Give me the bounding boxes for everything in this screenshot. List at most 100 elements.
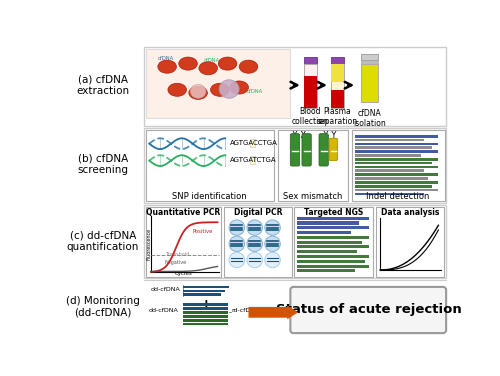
Ellipse shape — [179, 57, 198, 70]
Bar — [146, 130, 274, 201]
Bar — [224, 207, 292, 277]
Bar — [376, 207, 444, 277]
Circle shape — [229, 220, 244, 235]
Bar — [182, 286, 229, 288]
FancyBboxPatch shape — [302, 134, 312, 166]
FancyBboxPatch shape — [319, 134, 328, 166]
Bar — [182, 323, 228, 325]
Text: Plasma
separation: Plasma separation — [317, 107, 358, 126]
Text: SNP identification: SNP identification — [172, 191, 247, 200]
Text: Targeted NGS: Targeted NGS — [304, 208, 364, 217]
Text: cfDNA: cfDNA — [204, 58, 220, 63]
Bar — [354, 139, 424, 141]
Bar — [182, 303, 228, 306]
Ellipse shape — [230, 81, 248, 94]
Bar — [354, 170, 424, 172]
Circle shape — [247, 236, 262, 252]
Bar — [304, 76, 316, 108]
Bar — [294, 207, 374, 277]
Text: dd-cfDNA: dd-cfDNA — [149, 308, 179, 313]
Text: dd-cfDNA: dd-cfDNA — [150, 288, 180, 293]
Text: Cycles: Cycles — [174, 271, 192, 276]
Text: rd-cfDNA: rd-cfDNA — [232, 308, 260, 313]
Bar — [146, 207, 222, 277]
Bar — [250, 156, 256, 164]
Bar — [354, 146, 432, 149]
Ellipse shape — [189, 86, 208, 99]
Bar — [354, 150, 438, 153]
Text: AGTGACCTGA: AGTGACCTGA — [230, 140, 278, 146]
Text: cfDNA: cfDNA — [158, 56, 174, 62]
Bar — [354, 143, 438, 145]
Bar — [182, 315, 228, 318]
Bar — [144, 47, 446, 126]
Bar — [146, 50, 290, 52]
FancyArrow shape — [248, 305, 298, 319]
Bar — [354, 165, 438, 168]
Bar — [361, 60, 378, 64]
Bar — [296, 245, 370, 249]
Bar — [296, 221, 358, 224]
FancyBboxPatch shape — [290, 134, 300, 166]
FancyBboxPatch shape — [290, 287, 446, 333]
Bar — [354, 154, 420, 157]
Text: Quantitative PCR: Quantitative PCR — [146, 208, 220, 217]
Ellipse shape — [219, 80, 239, 98]
Bar — [304, 57, 316, 64]
Bar — [354, 135, 438, 138]
Text: cfDNA
isolation: cfDNA isolation — [353, 109, 386, 128]
Bar — [146, 115, 290, 117]
Bar — [278, 130, 347, 201]
Bar — [296, 231, 351, 234]
Bar — [296, 255, 370, 258]
Text: Positive: Positive — [192, 229, 213, 234]
Bar — [332, 57, 344, 64]
Text: Sex mismatch: Sex mismatch — [283, 191, 343, 200]
Circle shape — [247, 220, 262, 235]
Bar — [182, 315, 228, 318]
Bar — [296, 269, 354, 272]
Circle shape — [265, 220, 280, 235]
Circle shape — [229, 252, 244, 268]
Ellipse shape — [239, 60, 258, 73]
Text: (d) Monitoring
(dd-cfDNA): (d) Monitoring (dd-cfDNA) — [66, 296, 140, 318]
Ellipse shape — [190, 84, 206, 98]
Bar — [296, 217, 370, 220]
Text: (a) cfDNA
extraction: (a) cfDNA extraction — [76, 74, 130, 96]
Bar — [332, 64, 344, 108]
Bar — [182, 311, 228, 314]
Bar — [144, 127, 446, 203]
Text: cfDNA: cfDNA — [246, 89, 263, 94]
Bar — [296, 226, 370, 229]
Bar — [296, 260, 365, 263]
Bar — [354, 185, 432, 188]
Bar — [182, 311, 228, 314]
Bar — [146, 49, 290, 118]
Bar — [354, 189, 438, 191]
Bar — [354, 162, 432, 164]
Text: X X: X X — [292, 131, 306, 140]
Bar — [182, 319, 228, 321]
Bar — [182, 307, 228, 310]
Text: AGTGATCTGA: AGTGATCTGA — [230, 157, 276, 163]
Bar — [354, 193, 424, 195]
Bar — [332, 64, 344, 82]
Text: (c) dd-cfDNA
quantification: (c) dd-cfDNA quantification — [66, 230, 139, 252]
Circle shape — [229, 236, 244, 252]
Bar — [296, 241, 362, 244]
Ellipse shape — [168, 83, 186, 96]
Ellipse shape — [199, 62, 218, 75]
Text: Status of acute rejection: Status of acute rejection — [276, 303, 462, 317]
Bar — [361, 64, 378, 102]
Bar — [361, 55, 378, 60]
Circle shape — [247, 252, 262, 268]
Text: Blood
collection: Blood collection — [292, 107, 329, 126]
Text: X Y: X Y — [323, 131, 336, 140]
Ellipse shape — [210, 83, 229, 96]
Text: +: + — [200, 298, 212, 313]
Text: Data analysis: Data analysis — [380, 208, 439, 217]
Bar — [296, 236, 370, 239]
Bar — [354, 173, 438, 176]
FancyBboxPatch shape — [329, 138, 338, 161]
Bar — [182, 290, 225, 292]
